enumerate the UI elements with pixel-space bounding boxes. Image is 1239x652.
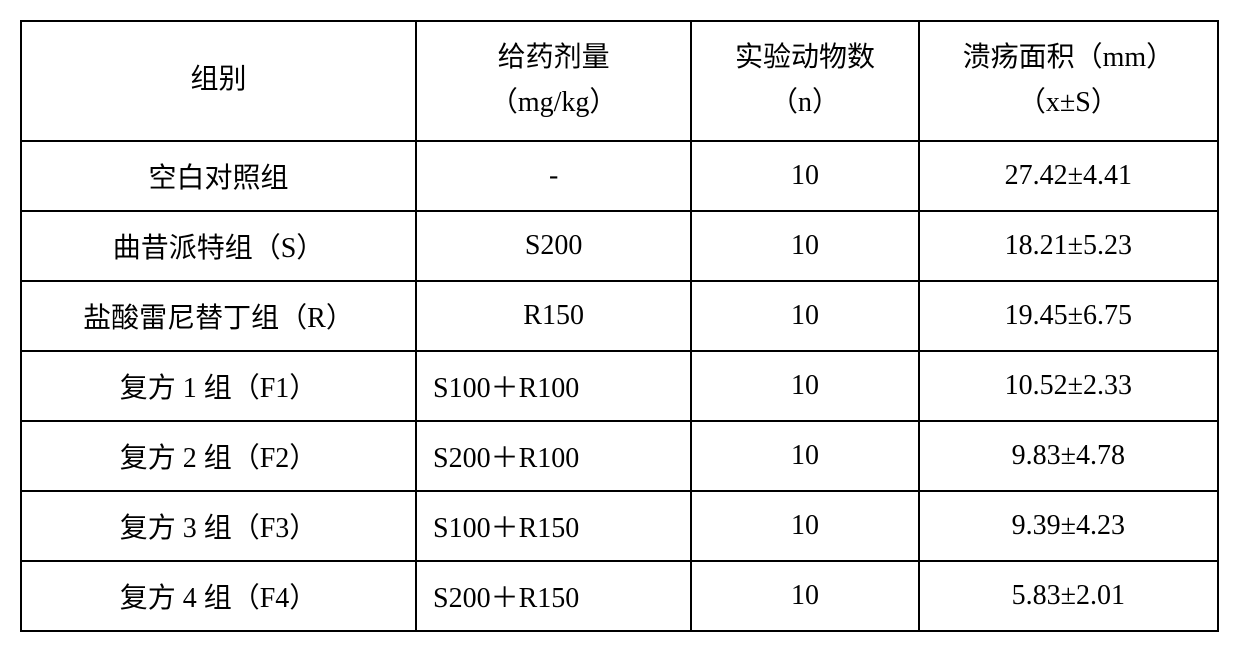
cell-group: 复方 4 组（F4） [21, 561, 416, 631]
header-animals: 实验动物数 （n） [691, 21, 918, 141]
table-header: 组别 给药剂量 （mg/kg） 实验动物数 （n） 溃疡面积（mm） （x±S） [21, 21, 1218, 141]
data-table-container: 组别 给药剂量 （mg/kg） 实验动物数 （n） 溃疡面积（mm） （x±S）… [20, 20, 1219, 632]
cell-dose: S200＋R150 [416, 561, 691, 631]
cell-animals: 10 [691, 561, 918, 631]
header-group-label: 组别 [190, 64, 246, 95]
header-dose-line1: 给药剂量 [425, 36, 682, 81]
table-body: 空白对照组 - 10 27.42±4.41 曲昔派特组（S） S200 10 1… [21, 141, 1218, 631]
cell-dose: - [416, 141, 691, 211]
cell-animals: 10 [691, 281, 918, 351]
cell-group: 复方 1 组（F1） [21, 351, 416, 421]
header-animals-line1: 实验动物数 [700, 36, 909, 81]
cell-ulcer: 19.45±6.75 [919, 281, 1218, 351]
cell-dose: S100＋R150 [416, 491, 691, 561]
header-row: 组别 给药剂量 （mg/kg） 实验动物数 （n） 溃疡面积（mm） （x±S） [21, 21, 1218, 141]
cell-group: 曲昔派特组（S） [21, 211, 416, 281]
cell-dose: R150 [416, 281, 691, 351]
cell-ulcer: 5.83±2.01 [919, 561, 1218, 631]
header-ulcer-line1: 溃疡面积（mm） [928, 36, 1209, 81]
table-row: 复方 2 组（F2） S200＋R100 10 9.83±4.78 [21, 421, 1218, 491]
cell-dose: S200＋R100 [416, 421, 691, 491]
cell-ulcer: 9.39±4.23 [919, 491, 1218, 561]
cell-group: 复方 3 组（F3） [21, 491, 416, 561]
cell-animals: 10 [691, 421, 918, 491]
table-row: 复方 4 组（F4） S200＋R150 10 5.83±2.01 [21, 561, 1218, 631]
cell-ulcer: 18.21±5.23 [919, 211, 1218, 281]
ulcer-area-table: 组别 给药剂量 （mg/kg） 实验动物数 （n） 溃疡面积（mm） （x±S）… [20, 20, 1219, 632]
cell-animals: 10 [691, 351, 918, 421]
table-row: 复方 3 组（F3） S100＋R150 10 9.39±4.23 [21, 491, 1218, 561]
cell-animals: 10 [691, 141, 918, 211]
header-group: 组别 [21, 21, 416, 141]
table-row: 复方 1 组（F1） S100＋R100 10 10.52±2.33 [21, 351, 1218, 421]
cell-group: 空白对照组 [21, 141, 416, 211]
table-row: 曲昔派特组（S） S200 10 18.21±5.23 [21, 211, 1218, 281]
cell-dose: S100＋R100 [416, 351, 691, 421]
header-dose: 给药剂量 （mg/kg） [416, 21, 691, 141]
cell-animals: 10 [691, 491, 918, 561]
cell-dose: S200 [416, 211, 691, 281]
header-dose-line2: （mg/kg） [425, 81, 682, 126]
cell-ulcer: 9.83±4.78 [919, 421, 1218, 491]
cell-ulcer: 27.42±4.41 [919, 141, 1218, 211]
header-ulcer: 溃疡面积（mm） （x±S） [919, 21, 1218, 141]
header-ulcer-line2: （x±S） [928, 81, 1209, 126]
header-animals-line2: （n） [700, 81, 909, 126]
cell-group: 盐酸雷尼替丁组（R） [21, 281, 416, 351]
table-row: 盐酸雷尼替丁组（R） R150 10 19.45±6.75 [21, 281, 1218, 351]
cell-animals: 10 [691, 211, 918, 281]
cell-ulcer: 10.52±2.33 [919, 351, 1218, 421]
cell-group: 复方 2 组（F2） [21, 421, 416, 491]
table-row: 空白对照组 - 10 27.42±4.41 [21, 141, 1218, 211]
